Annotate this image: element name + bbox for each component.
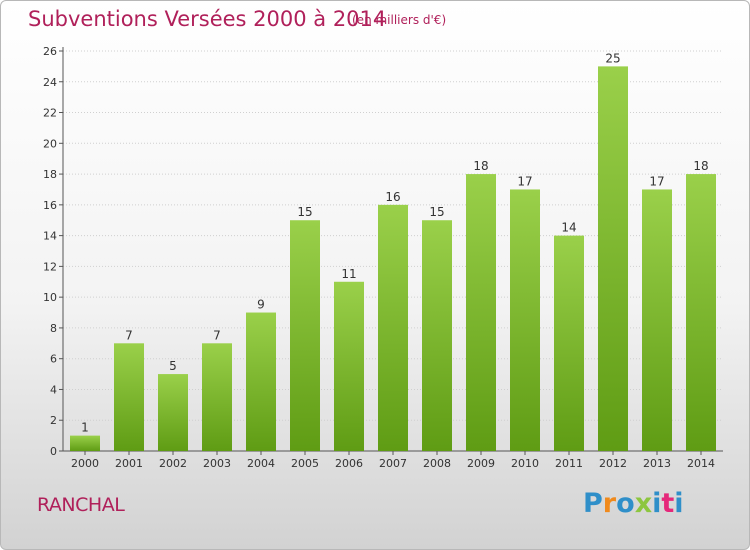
y-tick-label: 20 xyxy=(43,137,57,150)
data-label: 11 xyxy=(341,267,356,281)
x-tick-label: 2005 xyxy=(291,457,319,470)
data-label: 15 xyxy=(429,205,444,219)
logo-letter: o xyxy=(616,488,635,519)
y-tick-label: 2 xyxy=(50,414,57,427)
y-tick-label: 14 xyxy=(43,230,57,243)
place-name: RANCHAL xyxy=(37,494,125,516)
x-tick-label: 2001 xyxy=(115,457,143,470)
bar xyxy=(246,312,276,451)
data-label: 7 xyxy=(213,328,221,342)
bar xyxy=(290,220,320,451)
y-tick-label: 24 xyxy=(43,76,57,89)
logo-letter: r xyxy=(602,488,617,519)
x-tick-label: 2009 xyxy=(467,457,495,470)
bar xyxy=(422,220,452,451)
bar xyxy=(642,189,672,451)
x-tick-label: 2000 xyxy=(71,457,99,470)
y-tick-label: 4 xyxy=(50,383,57,396)
bar xyxy=(114,343,144,451)
y-tick-label: 0 xyxy=(50,445,57,458)
bar xyxy=(70,435,100,451)
data-label: 18 xyxy=(473,159,488,173)
data-label: 25 xyxy=(605,51,620,65)
logo-letter: P xyxy=(583,488,603,519)
y-tick-label: 8 xyxy=(50,322,57,335)
bar xyxy=(466,174,496,452)
y-tick-label: 22 xyxy=(43,107,57,120)
y-tick-label: 10 xyxy=(43,291,57,304)
logo-letter: i xyxy=(652,488,662,519)
x-tick-label: 2006 xyxy=(335,457,363,470)
data-label: 9 xyxy=(257,298,265,312)
chart-title: Subventions Versées 2000 à 2014 xyxy=(28,7,387,31)
data-label: 16 xyxy=(385,190,400,204)
x-tick-label: 2012 xyxy=(599,457,627,470)
data-label: 1 xyxy=(81,421,89,435)
x-tick-label: 2011 xyxy=(555,457,583,470)
data-label: 18 xyxy=(693,159,708,173)
x-tick-label: 2014 xyxy=(687,457,715,470)
bar xyxy=(554,235,584,451)
chart-subtitle: (en milliers d'€) xyxy=(352,13,447,27)
x-tick-label: 2007 xyxy=(379,457,407,470)
bar xyxy=(686,174,716,452)
x-tick-label: 2004 xyxy=(247,457,275,470)
bar xyxy=(202,343,232,451)
bar xyxy=(598,66,628,451)
data-label: 14 xyxy=(561,221,576,235)
y-tick-label: 12 xyxy=(43,260,57,273)
data-label: 7 xyxy=(125,328,133,342)
x-tick-label: 2003 xyxy=(203,457,231,470)
x-tick-label: 2002 xyxy=(159,457,187,470)
data-label: 15 xyxy=(297,205,312,219)
x-tick-label: 2013 xyxy=(643,457,671,470)
y-tick-label: 6 xyxy=(50,353,57,366)
x-tick-label: 2008 xyxy=(423,457,451,470)
logo-letter: x xyxy=(634,488,653,519)
logo-letter: t xyxy=(661,488,675,519)
data-label: 17 xyxy=(517,174,532,188)
data-label: 5 xyxy=(169,359,177,373)
proxiti-logo: Proxiti xyxy=(583,488,684,519)
y-tick-label: 26 xyxy=(43,45,57,58)
bar xyxy=(334,281,364,451)
data-label: 17 xyxy=(649,174,664,188)
y-tick-label: 18 xyxy=(43,168,57,181)
bar xyxy=(510,189,540,451)
logo-letter: i xyxy=(674,488,684,519)
bar xyxy=(378,204,408,451)
y-tick-label: 16 xyxy=(43,199,57,212)
x-tick-label: 2010 xyxy=(511,457,539,470)
bar xyxy=(158,374,188,451)
